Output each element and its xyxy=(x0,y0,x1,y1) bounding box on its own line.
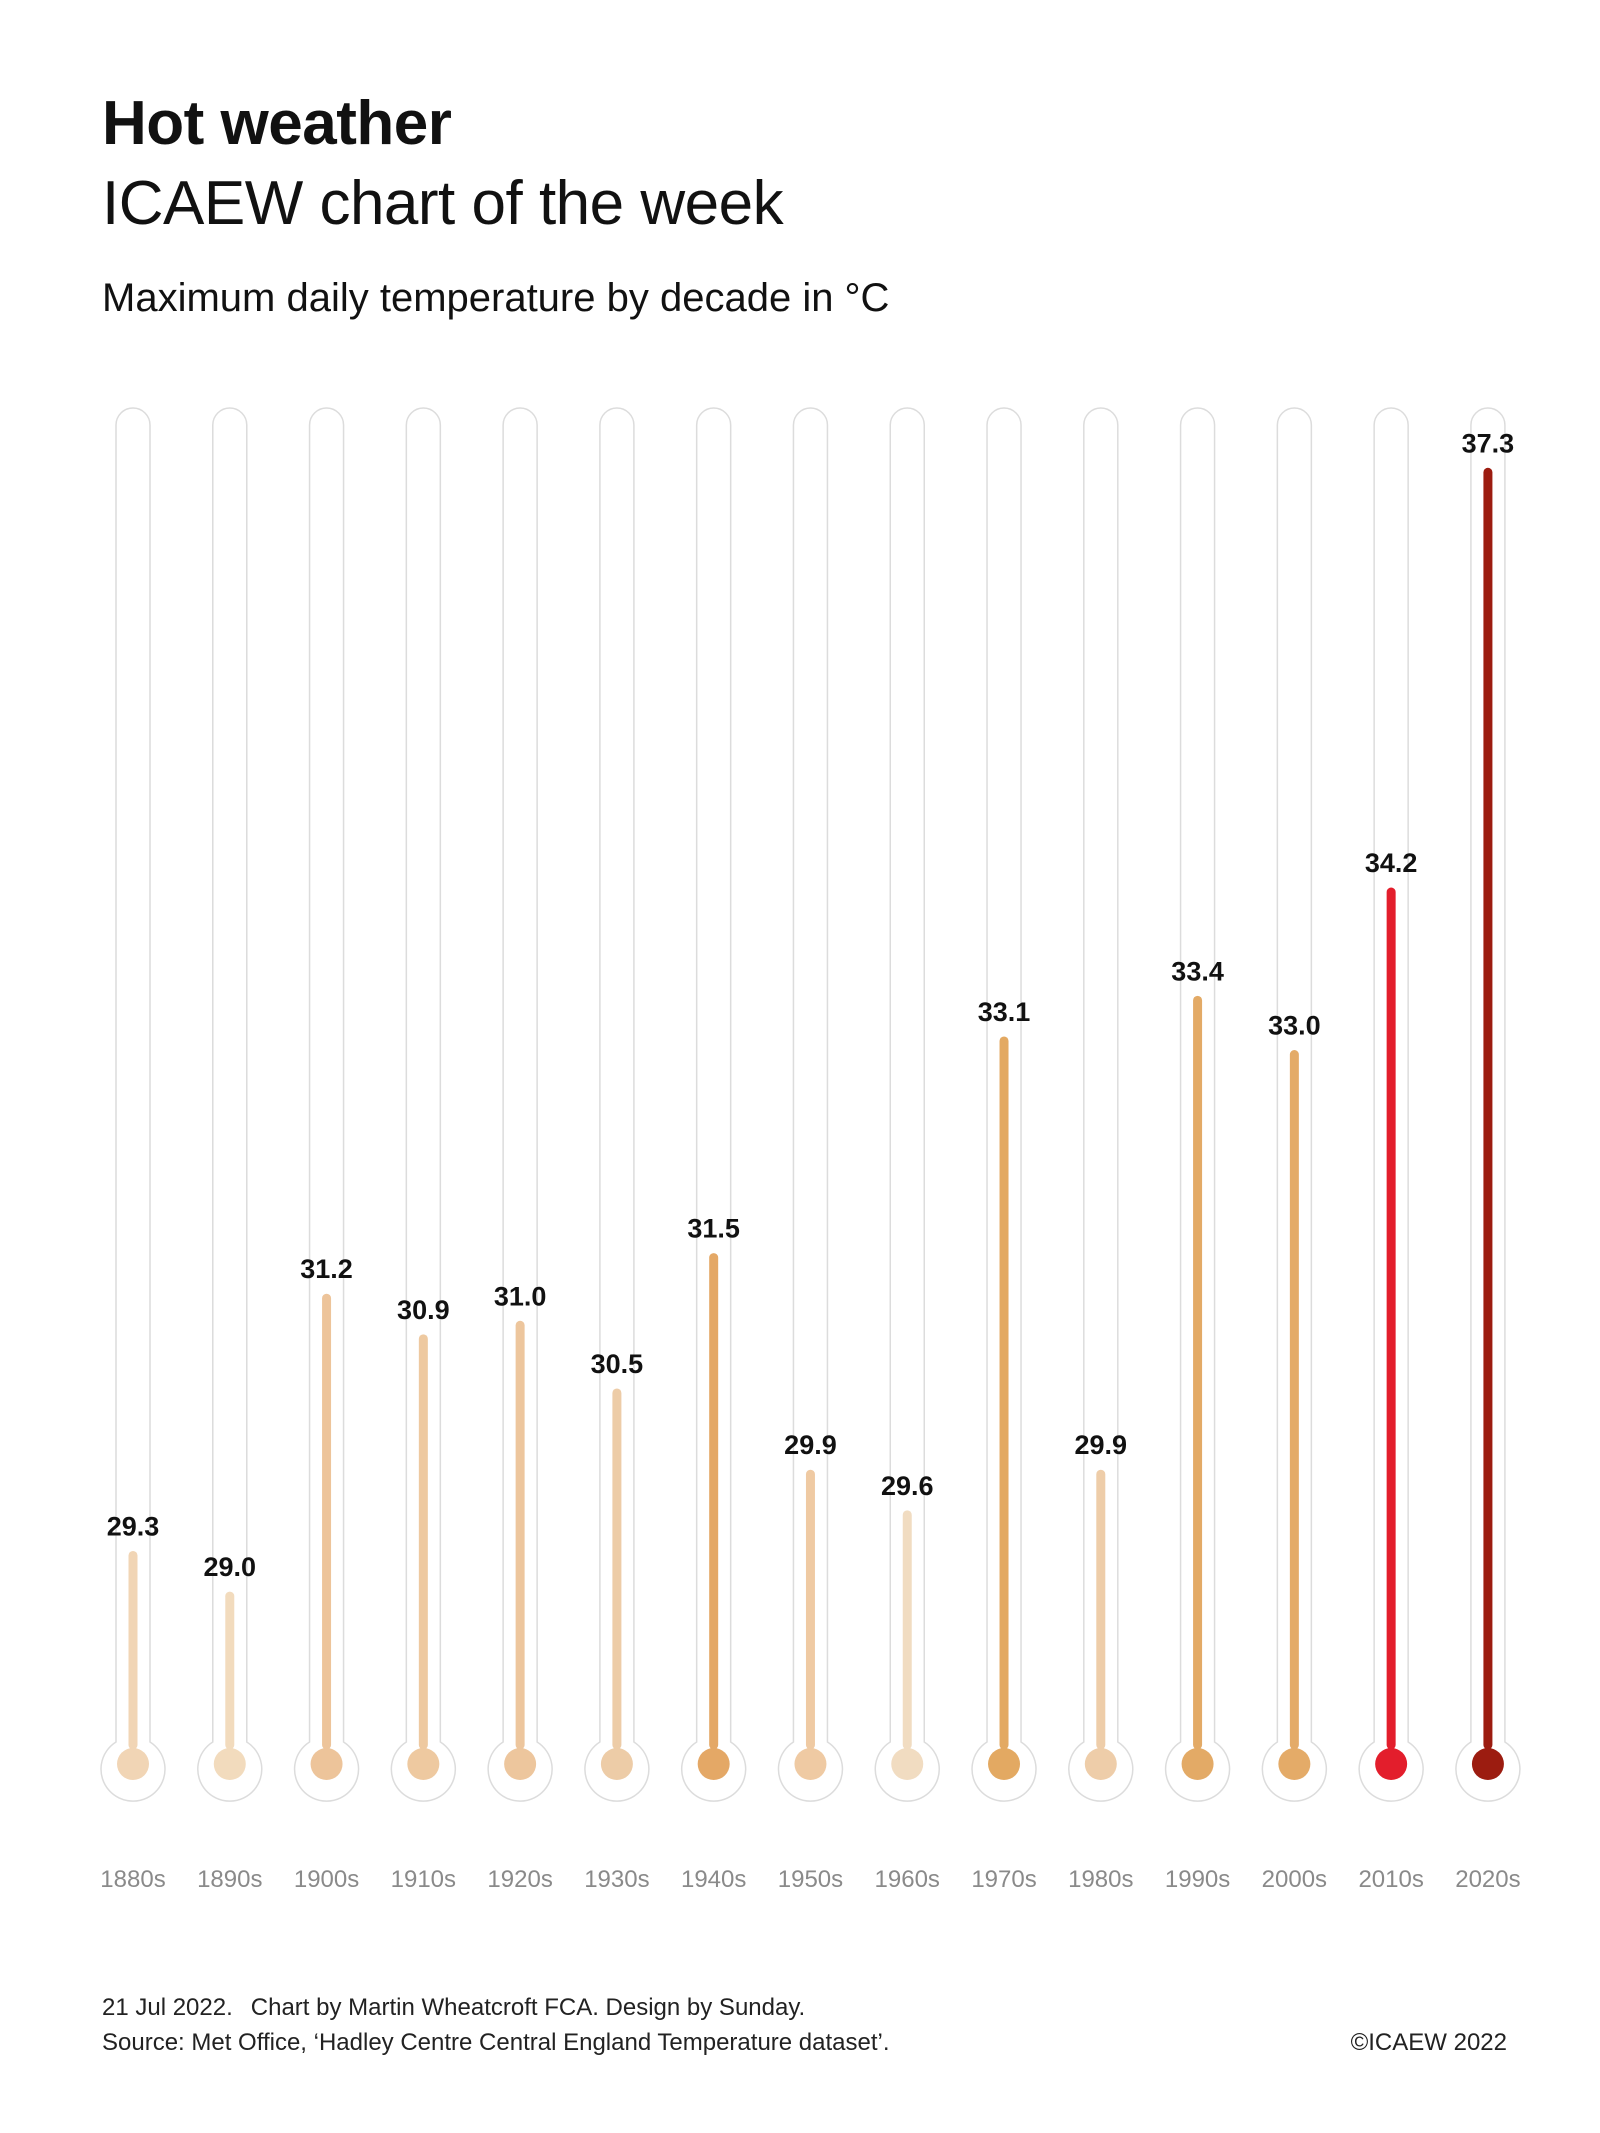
thermometer-glass-1980s xyxy=(1068,407,1134,1802)
bulb-1980s xyxy=(1084,1748,1117,1780)
value-label-2000s: 33.0 xyxy=(1268,1010,1321,1040)
value-label-1930s: 30.5 xyxy=(591,1349,644,1379)
value-label-2010s: 34.2 xyxy=(1365,848,1418,878)
category-label-2000s: 2000s xyxy=(1262,1866,1327,1893)
category-label-1880s: 1880s xyxy=(100,1866,165,1893)
value-label-1910s: 30.9 xyxy=(397,1295,450,1325)
value-label-1960s: 29.6 xyxy=(881,1471,934,1501)
value-label-1990s: 33.4 xyxy=(1171,956,1224,986)
footer-source: Source: Met Office, ‘Hadley Centre Centr… xyxy=(102,2029,890,2056)
footer-note: 21 Jul 2022. Chart by Martin Wheatcroft F… xyxy=(102,1994,805,2022)
value-label-1900s: 31.2 xyxy=(300,1254,353,1284)
page-title: Hot weather xyxy=(102,89,452,158)
thermometer-glass-1890s xyxy=(197,407,263,1802)
bulb-1940s xyxy=(697,1748,730,1780)
bulb-2000s xyxy=(1278,1748,1311,1780)
page-subtitle: ICAEW chart of the week xyxy=(102,169,784,238)
bulb-1930s xyxy=(600,1748,633,1780)
value-label-1970s: 33.1 xyxy=(978,997,1031,1027)
value-label-1890s: 29.0 xyxy=(203,1552,256,1582)
value-label-1920s: 31.0 xyxy=(494,1281,547,1311)
thermometer-glass-1930s xyxy=(584,407,650,1802)
bulb-2010s xyxy=(1375,1748,1408,1780)
bulb-1890s xyxy=(213,1748,246,1780)
category-label-1950s: 1950s xyxy=(778,1866,843,1893)
category-label-2010s: 2010s xyxy=(1358,1866,1423,1893)
footer-credit: Chart by Martin Wheatcroft FCA. Design b… xyxy=(250,1994,806,2021)
thermometer-glass-1960s xyxy=(874,407,940,1802)
bulb-1910s xyxy=(407,1748,440,1780)
category-label-1940s: 1940s xyxy=(681,1866,746,1893)
bulb-1880s xyxy=(117,1748,149,1780)
category-label-1920s: 1920s xyxy=(487,1866,552,1893)
thermometer-glass-1950s xyxy=(777,407,844,1802)
category-label-1890s: 1890s xyxy=(197,1866,262,1893)
thermometer-glass-1880s xyxy=(100,407,166,1802)
value-label-1940s: 31.5 xyxy=(687,1214,740,1244)
value-label-1880s: 29.3 xyxy=(107,1511,160,1541)
thermometer-glass-1920s xyxy=(487,407,553,1802)
bulb-1970s xyxy=(988,1748,1021,1780)
thermometer-glass-1910s xyxy=(390,407,457,1802)
category-label-1990s: 1990s xyxy=(1165,1866,1230,1893)
category-label-1900s: 1900s xyxy=(294,1866,359,1893)
footer-date: 21 Jul 2022. xyxy=(102,1994,233,2021)
category-label-1980s: 1980s xyxy=(1068,1866,1133,1893)
chart-subtitle: Maximum daily temperature by decade in °… xyxy=(102,276,890,320)
footer-copyright: ©ICAEW 2022 xyxy=(1350,2029,1507,2056)
category-label-1910s: 1910s xyxy=(391,1866,456,1893)
value-label-1950s: 29.9 xyxy=(784,1430,837,1460)
category-label-1930s: 1930s xyxy=(584,1866,649,1893)
thermometer-glass-1900s xyxy=(293,407,360,1802)
bulb-2020s xyxy=(1471,1748,1504,1780)
bulb-1950s xyxy=(794,1748,827,1780)
thermometer-glass-1940s xyxy=(680,407,747,1802)
category-label-2020s: 2020s xyxy=(1455,1866,1520,1893)
bulb-1900s xyxy=(310,1748,343,1780)
category-label-1960s: 1960s xyxy=(875,1866,940,1893)
value-label-1980s: 29.9 xyxy=(1075,1430,1128,1460)
bulb-1990s xyxy=(1181,1748,1214,1780)
bulb-1960s xyxy=(891,1748,924,1780)
value-label-2020s: 37.3 xyxy=(1462,428,1515,458)
bulb-1920s xyxy=(504,1748,537,1780)
category-label-1970s: 1970s xyxy=(971,1866,1036,1893)
